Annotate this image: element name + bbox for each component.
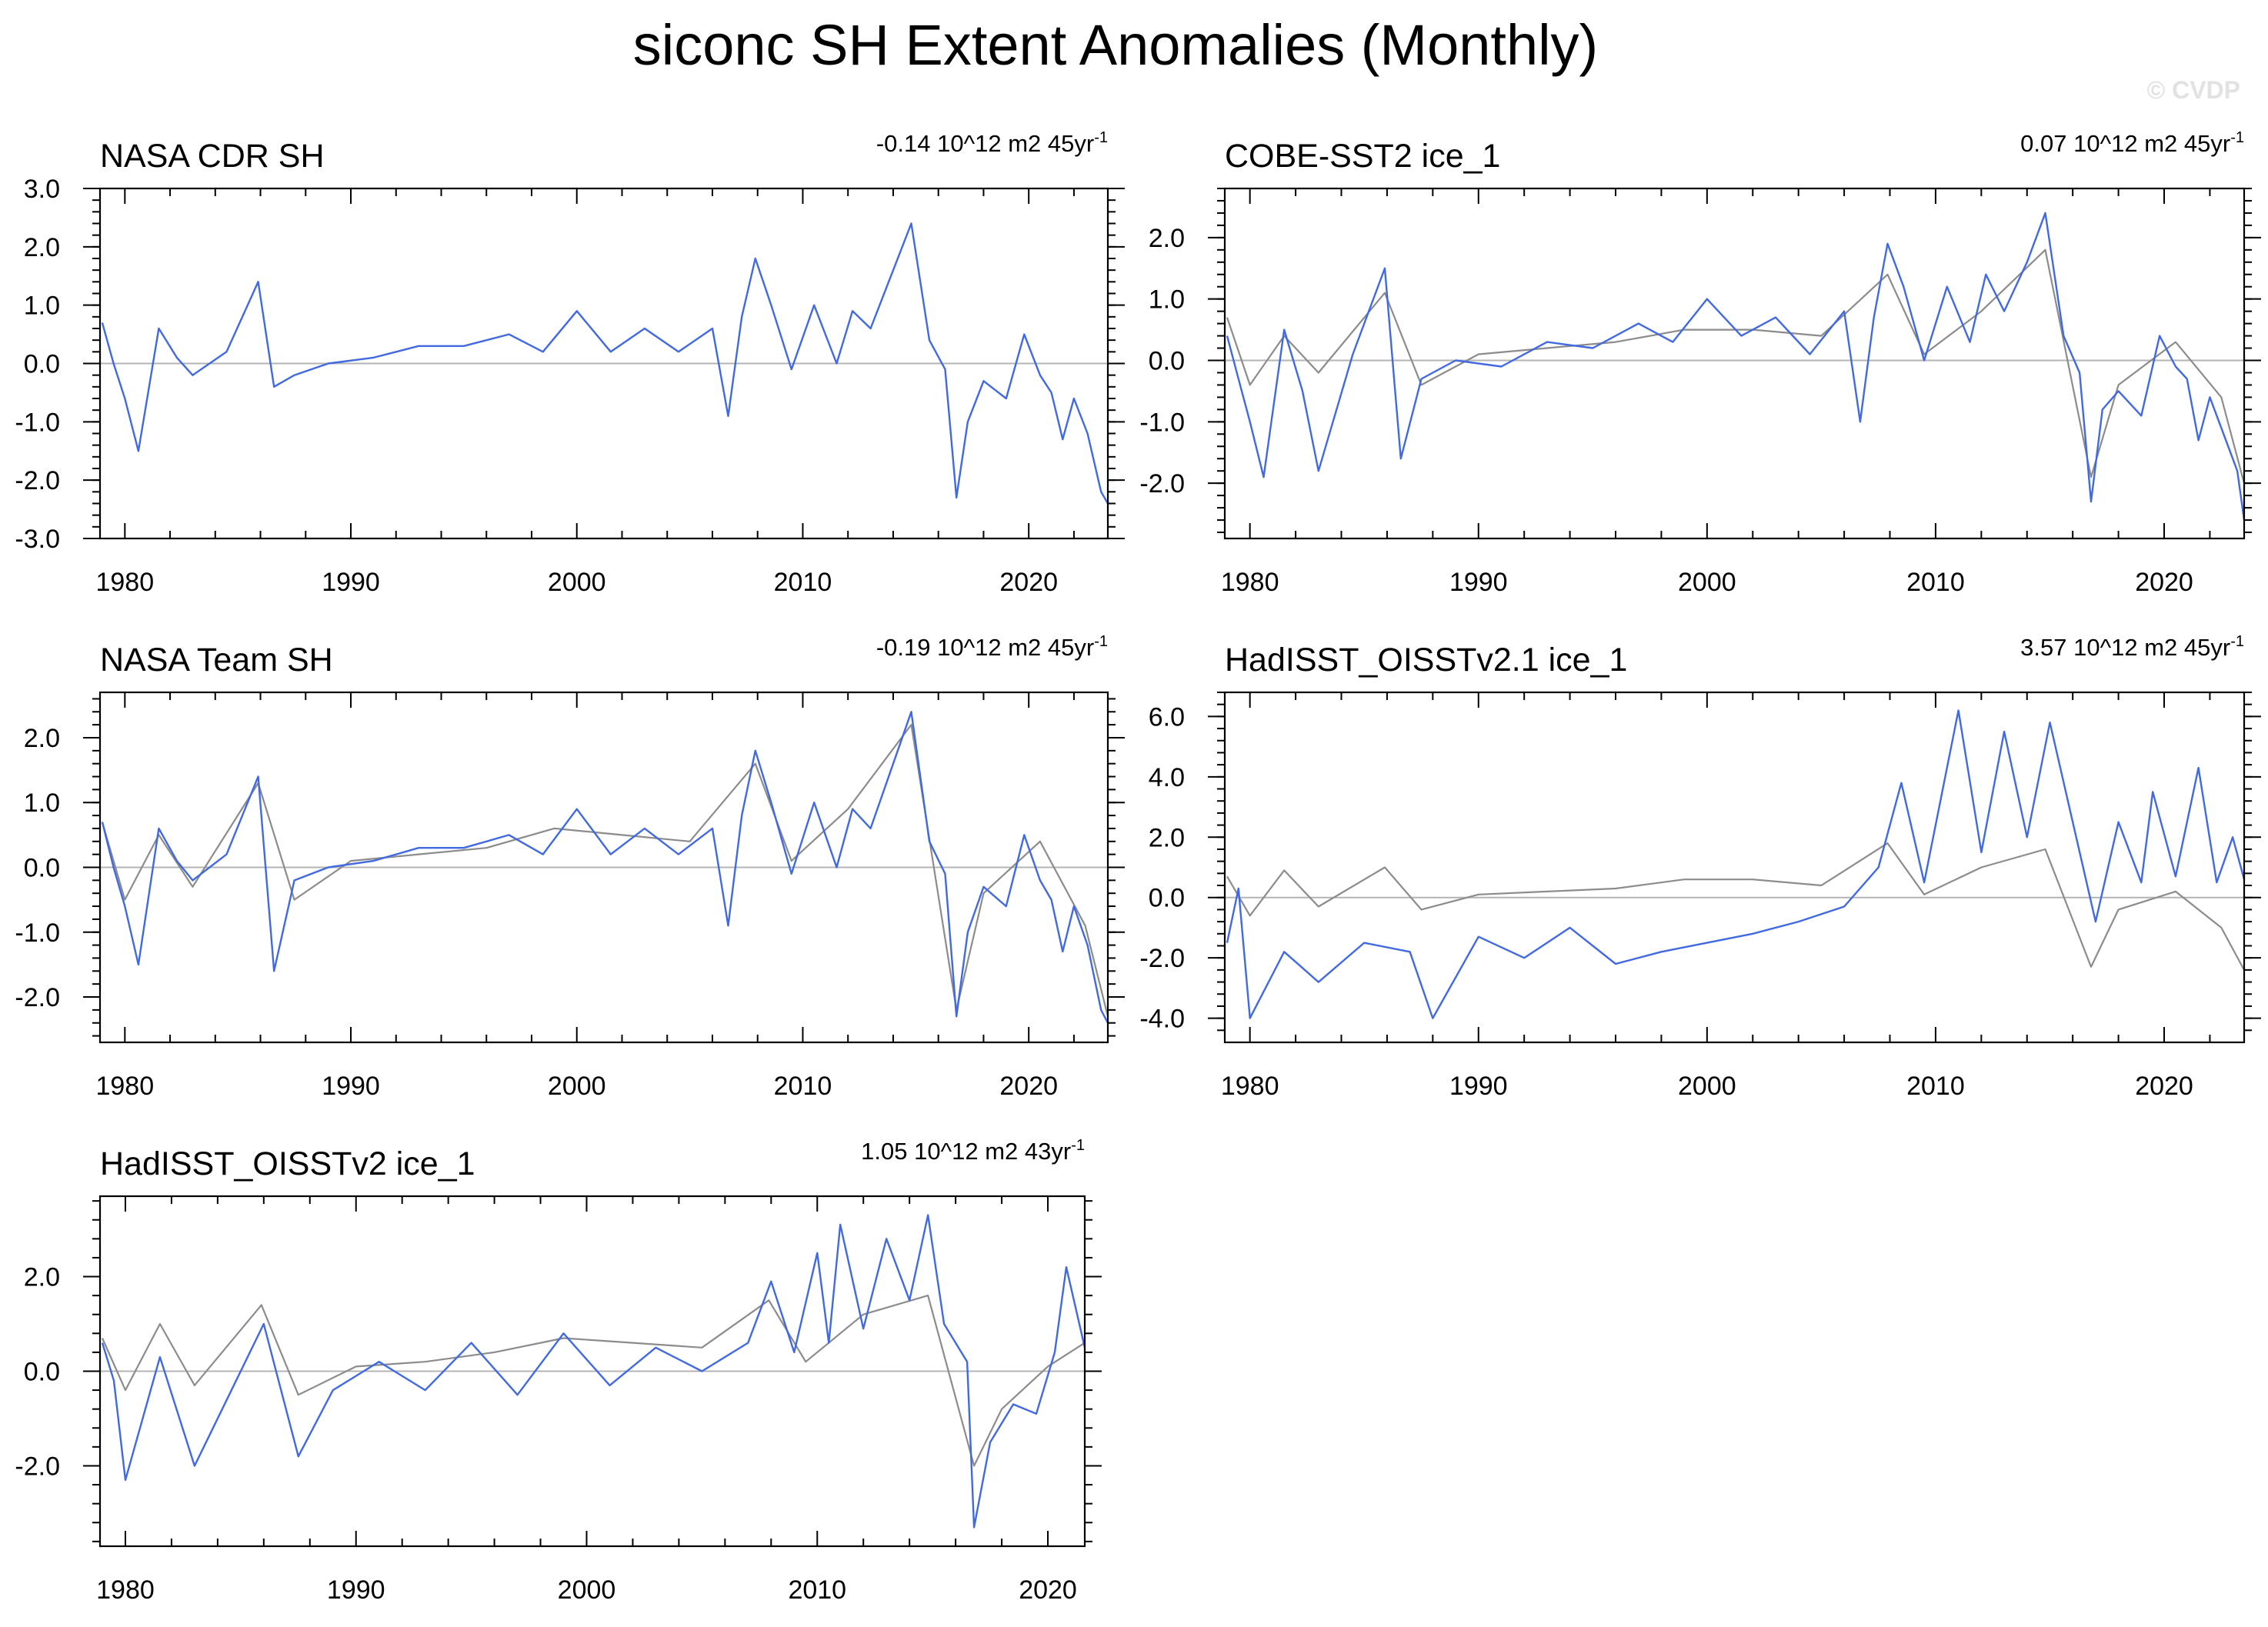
series-line-observed <box>101 1214 1085 1529</box>
y-tick-label: -1.0 <box>1139 408 1185 437</box>
x-tick-label: 2020 <box>999 1072 1058 1101</box>
y-tick-label: -2.0 <box>1139 469 1185 498</box>
trend-label: 0.07 10^12 m2 45yr-1 <box>2020 129 2244 157</box>
x-tick-label: 2000 <box>548 1072 606 1101</box>
trend-label: -0.14 10^12 m2 45yr-1 <box>876 129 1108 157</box>
y-tick-label: 1.0 <box>24 788 60 818</box>
x-tick-label: 1990 <box>327 1575 385 1605</box>
x-tick-label: 2020 <box>1019 1575 1077 1605</box>
y-tick-label: 3.0 <box>24 175 60 204</box>
chart-panel: HadISST_OISSTv2 ice_1 1.05 10^12 m2 43yr-… <box>15 1137 1102 1605</box>
x-tick-label: 2010 <box>1906 1072 1965 1101</box>
x-tick-label: 2000 <box>548 568 606 597</box>
y-tick-label: 2.0 <box>24 233 60 262</box>
chart-panel: HadISST_OISSTv2.1 ice_1 3.57 10^12 m2 45y… <box>1139 633 2261 1101</box>
x-tick-label: 1990 <box>322 568 380 597</box>
trend-label: 3.57 10^12 m2 45yr-1 <box>2020 633 2244 661</box>
series-line-reference <box>1226 842 2244 971</box>
x-tick-label: 2010 <box>774 568 832 597</box>
panel-title: HadISST_OISSTv2.1 ice_1 <box>1225 642 1627 678</box>
x-tick-label: 2020 <box>999 568 1058 597</box>
y-tick-label: -1.0 <box>15 408 60 437</box>
x-tick-label: 2000 <box>558 1575 616 1605</box>
series-line-observed <box>1226 212 2244 521</box>
y-tick-label: -4.0 <box>1139 1005 1185 1034</box>
y-tick-label: -2.0 <box>1139 944 1185 973</box>
series-line-reference <box>101 723 1108 1017</box>
y-tick-label: 0.0 <box>24 1358 60 1387</box>
series-line-observed <box>101 711 1108 1024</box>
y-tick-label: 0.0 <box>1149 884 1185 913</box>
panel-grid: NASA CDR SH -0.14 10^12 m2 45yr-1 1980 1990… <box>15 129 2261 1605</box>
x-tick-label: 2010 <box>774 1072 832 1101</box>
chart-panel: NASA Team SH -0.19 10^12 m2 45yr-1 1980 199… <box>15 633 1125 1101</box>
x-tick-label: 1980 <box>96 1575 155 1605</box>
panel-title: NASA Team SH <box>100 642 333 678</box>
chart-panel: COBE-SST2 ice_1 0.07 10^12 m2 45yr-1 1980 1… <box>1139 129 2261 597</box>
y-tick-label: 2.0 <box>1149 823 1185 852</box>
series-line-observed <box>101 222 1108 505</box>
trend-label: -0.19 10^12 m2 45yr-1 <box>876 633 1108 661</box>
series-line-reference <box>101 1294 1085 1467</box>
y-tick-label: -3.0 <box>15 525 60 554</box>
y-tick-label: 0.0 <box>24 854 60 883</box>
plot-frame <box>1223 187 2246 540</box>
panel-title: HadISST_OISSTv2 ice_1 <box>100 1145 475 1182</box>
y-tick-label: 0.0 <box>1149 347 1185 376</box>
x-tick-label: 2010 <box>788 1575 846 1605</box>
x-tick-label: 1990 <box>1449 1072 1508 1101</box>
panel-title: COBE-SST2 ice_1 <box>1225 138 1500 175</box>
y-tick-label: 2.0 <box>24 1263 60 1292</box>
panel-title: NASA CDR SH <box>100 138 325 175</box>
y-tick-label: 2.0 <box>24 724 60 753</box>
y-tick-label: 2.0 <box>1149 224 1185 253</box>
series-line-observed <box>1226 709 2244 1019</box>
x-tick-label: 2000 <box>1678 1072 1736 1101</box>
x-tick-label: 2010 <box>1906 568 1965 597</box>
plot-frame <box>1223 691 2246 1044</box>
x-tick-label: 1980 <box>1221 1072 1279 1101</box>
y-tick-label: 6.0 <box>1149 702 1185 732</box>
x-tick-label: 1980 <box>95 568 154 597</box>
y-tick-label: 1.0 <box>24 292 60 321</box>
x-tick-label: 1980 <box>1221 568 1279 597</box>
figure-title: siconc SH Extent Anomalies (Monthly) <box>633 13 1598 77</box>
y-tick-label: -2.0 <box>15 466 60 495</box>
y-tick-label: -2.0 <box>15 983 60 1012</box>
watermark: © CVDP <box>2147 76 2240 104</box>
x-tick-label: 1990 <box>322 1072 380 1101</box>
series-line-reference <box>1226 248 2244 484</box>
chart-panel: NASA CDR SH -0.14 10^12 m2 45yr-1 1980 1990… <box>15 129 1125 597</box>
x-tick-label: 2000 <box>1678 568 1736 597</box>
y-tick-label: -1.0 <box>15 919 60 948</box>
x-tick-label: 2020 <box>2135 568 2193 597</box>
y-tick-label: 1.0 <box>1149 285 1185 315</box>
x-tick-label: 1990 <box>1449 568 1508 597</box>
y-tick-label: 4.0 <box>1149 763 1185 792</box>
y-tick-label: 0.0 <box>24 350 60 379</box>
y-tick-label: -2.0 <box>15 1452 60 1481</box>
x-tick-label: 2020 <box>2135 1072 2193 1101</box>
trend-label: 1.05 10^12 m2 43yr-1 <box>861 1137 1085 1165</box>
x-tick-label: 1980 <box>95 1072 154 1101</box>
